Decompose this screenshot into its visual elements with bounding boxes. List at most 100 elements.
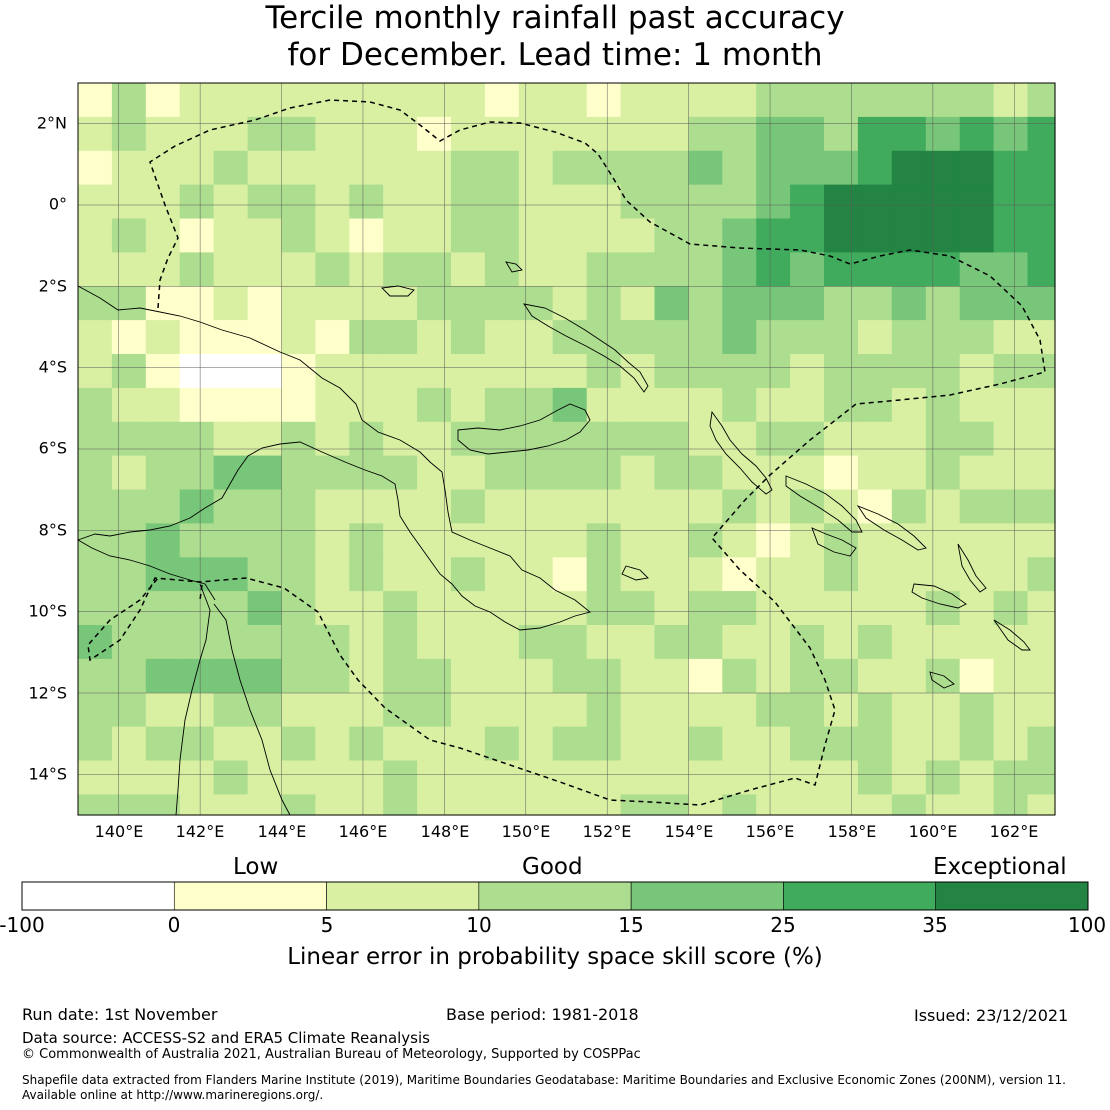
skill-cell <box>654 591 689 626</box>
skill-cell <box>654 421 689 457</box>
new-guinea-coast <box>77 285 591 631</box>
skill-cell <box>145 83 181 118</box>
skill-cell <box>315 489 350 524</box>
skill-cell <box>959 286 995 321</box>
x-tick-label: 140°E <box>94 822 144 841</box>
skill-cell <box>383 625 418 660</box>
skill-cell <box>383 320 418 355</box>
skill-cell <box>654 658 689 694</box>
skill-cell <box>383 150 418 186</box>
skill-cell <box>959 658 995 694</box>
skill-cell <box>213 455 249 491</box>
skill-cell <box>111 489 147 524</box>
skill-cell <box>620 150 656 186</box>
skill-cell <box>78 150 113 186</box>
y-tick-label: 2°N <box>36 113 67 133</box>
skill-cell <box>857 218 893 253</box>
skill-cell <box>891 523 927 558</box>
skill-cell <box>78 421 113 457</box>
skill-cell <box>688 320 723 355</box>
skill-cell <box>654 150 689 186</box>
skill-cell <box>484 489 520 524</box>
colorbar-segment <box>173 881 327 911</box>
skill-cell <box>111 286 147 321</box>
skill-cell <box>315 421 350 457</box>
x-tick-label: 148°E <box>420 822 470 841</box>
skill-cell <box>654 760 689 795</box>
skill-cell <box>993 252 1029 287</box>
colorbar-segment <box>783 881 937 911</box>
skill-cell <box>654 83 689 118</box>
skill-cell <box>586 421 622 457</box>
skill-cell <box>1027 116 1056 152</box>
skill-cell <box>620 421 656 457</box>
skill-cell <box>857 760 893 795</box>
skill-cell <box>213 489 249 524</box>
skill-cell <box>111 658 147 694</box>
skill-cell <box>111 455 147 491</box>
skill-cell <box>654 218 689 253</box>
skill-cell <box>756 692 791 728</box>
x-tick-label: 142°E <box>175 822 225 841</box>
skill-cell <box>586 726 622 762</box>
png-eez-boundary <box>87 99 1046 806</box>
skill-cell <box>925 218 961 253</box>
skill-cell <box>552 387 588 423</box>
skill-cell <box>891 421 927 457</box>
skill-cell <box>349 320 384 355</box>
skill-cell <box>179 83 215 118</box>
skill-cell <box>484 320 520 355</box>
skill-cell <box>925 252 961 287</box>
skill-cell <box>247 658 283 694</box>
skill-cell <box>281 150 316 186</box>
skill-cell <box>518 387 554 423</box>
skill-cell <box>247 692 283 728</box>
skill-cell <box>315 116 350 152</box>
skill-cell <box>925 421 961 457</box>
skill-cell <box>586 184 622 220</box>
skill-cell <box>891 83 927 118</box>
skill-cell <box>349 252 384 287</box>
skill-cell <box>824 625 859 660</box>
y-tick-label: 8°S <box>38 520 67 540</box>
skill-cell <box>959 794 995 816</box>
colorbar-segment <box>478 881 632 911</box>
skill-cell <box>518 692 554 728</box>
skill-cell <box>383 252 418 287</box>
skill-cell <box>552 455 588 491</box>
skill-cell <box>1027 760 1056 795</box>
skill-cell <box>891 591 927 626</box>
skill-cell <box>722 557 757 592</box>
skill-cell <box>688 760 723 795</box>
skill-cell <box>451 116 486 152</box>
skill-cell <box>722 523 757 558</box>
skill-cell <box>179 387 215 423</box>
skill-cell <box>111 387 147 423</box>
skill-cell <box>383 523 418 558</box>
skill-cell <box>484 83 520 118</box>
skill-cell <box>78 320 113 355</box>
skill-cell <box>484 286 520 321</box>
skill-cell <box>959 116 995 152</box>
skill-cell <box>857 625 893 660</box>
skill-cell <box>857 387 893 423</box>
skill-cell <box>857 557 893 592</box>
skill-cell <box>722 184 757 220</box>
skill-cell <box>247 286 283 321</box>
colorbar-segment <box>935 881 1089 911</box>
skill-cell <box>451 252 486 287</box>
skill-cell <box>451 218 486 253</box>
colorbar-tick-label: 5 <box>320 913 334 937</box>
skill-cell <box>824 83 859 118</box>
skill-cell <box>179 116 215 152</box>
skill-cell <box>1027 387 1056 423</box>
skill-cell <box>891 455 927 491</box>
skill-cell <box>722 150 757 186</box>
skill-cell <box>213 760 249 795</box>
skill-cell <box>688 658 723 694</box>
skill-cell <box>349 455 384 491</box>
skill-cell <box>756 252 791 287</box>
skill-cell <box>620 760 656 795</box>
skill-cell <box>790 184 825 220</box>
